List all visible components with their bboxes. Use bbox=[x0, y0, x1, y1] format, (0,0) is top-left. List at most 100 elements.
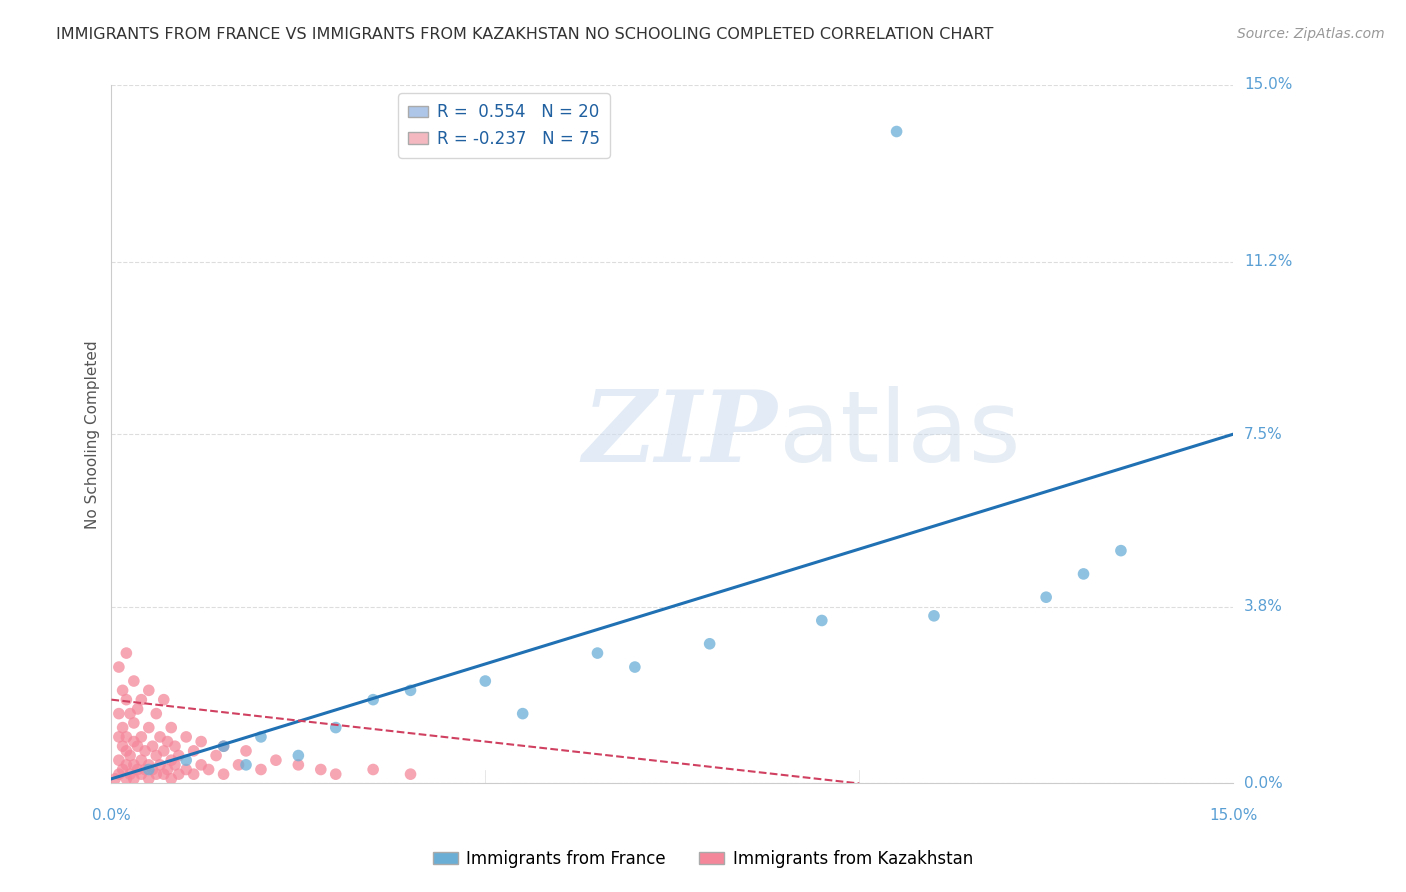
Point bbox=[287, 757, 309, 772]
Point bbox=[138, 763, 160, 777]
Point bbox=[156, 734, 179, 748]
Point bbox=[127, 763, 149, 777]
Point bbox=[127, 739, 149, 754]
Point bbox=[167, 767, 190, 781]
Point bbox=[111, 683, 134, 698]
Point bbox=[120, 706, 142, 721]
Point bbox=[145, 767, 167, 781]
Point bbox=[167, 748, 190, 763]
Point bbox=[624, 660, 647, 674]
Point bbox=[886, 124, 908, 138]
Point bbox=[399, 767, 422, 781]
Point bbox=[141, 763, 163, 777]
Text: atlas: atlas bbox=[779, 385, 1021, 483]
Point bbox=[131, 692, 153, 706]
Point bbox=[235, 757, 257, 772]
Point bbox=[399, 683, 422, 698]
Point bbox=[160, 753, 183, 767]
Point bbox=[183, 744, 205, 758]
Point bbox=[163, 739, 186, 754]
Point bbox=[131, 730, 153, 744]
Point bbox=[108, 767, 131, 781]
Point bbox=[212, 739, 235, 754]
Point bbox=[134, 763, 156, 777]
Point bbox=[156, 763, 179, 777]
Point bbox=[134, 744, 156, 758]
Point bbox=[309, 763, 332, 777]
Point bbox=[811, 614, 834, 628]
Point bbox=[250, 763, 273, 777]
Point bbox=[512, 706, 534, 721]
Point bbox=[228, 757, 250, 772]
Point bbox=[174, 753, 197, 767]
Point bbox=[127, 702, 149, 716]
Point bbox=[115, 772, 138, 786]
Point bbox=[586, 646, 609, 660]
Point bbox=[108, 730, 131, 744]
Point bbox=[111, 721, 134, 735]
Point bbox=[1035, 591, 1057, 605]
Point bbox=[131, 753, 153, 767]
Point bbox=[174, 763, 197, 777]
Text: 3.8%: 3.8% bbox=[1244, 599, 1284, 614]
Point bbox=[325, 721, 347, 735]
Point bbox=[115, 646, 138, 660]
Point bbox=[264, 753, 287, 767]
Point bbox=[183, 767, 205, 781]
Point bbox=[190, 734, 212, 748]
Point bbox=[235, 744, 257, 758]
Point bbox=[111, 763, 134, 777]
Point bbox=[122, 734, 145, 748]
Point bbox=[152, 744, 174, 758]
Point bbox=[108, 706, 131, 721]
Point bbox=[115, 692, 138, 706]
Point bbox=[205, 748, 228, 763]
Point bbox=[212, 767, 235, 781]
Point bbox=[131, 767, 153, 781]
Point bbox=[190, 757, 212, 772]
Point bbox=[145, 748, 167, 763]
Point bbox=[163, 757, 186, 772]
Point bbox=[122, 757, 145, 772]
Point bbox=[120, 748, 142, 763]
Point bbox=[120, 767, 142, 781]
Point bbox=[152, 767, 174, 781]
Point bbox=[149, 757, 172, 772]
Point bbox=[111, 739, 134, 754]
Point bbox=[699, 637, 721, 651]
Point bbox=[138, 683, 160, 698]
Text: 0.0%: 0.0% bbox=[1244, 776, 1282, 791]
Point bbox=[115, 744, 138, 758]
Point bbox=[115, 757, 138, 772]
Point bbox=[325, 767, 347, 781]
Point bbox=[138, 721, 160, 735]
Text: 15.0%: 15.0% bbox=[1244, 78, 1292, 93]
Point bbox=[138, 772, 160, 786]
Point bbox=[122, 772, 145, 786]
Text: IMMIGRANTS FROM FRANCE VS IMMIGRANTS FROM KAZAKHSTAN NO SCHOOLING COMPLETED CORR: IMMIGRANTS FROM FRANCE VS IMMIGRANTS FRO… bbox=[56, 27, 994, 42]
Point bbox=[138, 757, 160, 772]
Legend: Immigrants from France, Immigrants from Kazakhstan: Immigrants from France, Immigrants from … bbox=[426, 844, 980, 875]
Point bbox=[108, 660, 131, 674]
Text: 0.0%: 0.0% bbox=[91, 808, 131, 823]
Point bbox=[145, 706, 167, 721]
Point bbox=[104, 772, 127, 786]
Text: 11.2%: 11.2% bbox=[1244, 254, 1292, 269]
Point bbox=[287, 748, 309, 763]
Point bbox=[122, 673, 145, 688]
Point bbox=[149, 730, 172, 744]
Point bbox=[152, 692, 174, 706]
Point bbox=[141, 739, 163, 754]
Point bbox=[160, 772, 183, 786]
Point bbox=[250, 730, 273, 744]
Text: 15.0%: 15.0% bbox=[1209, 808, 1257, 823]
Point bbox=[474, 673, 496, 688]
Text: Source: ZipAtlas.com: Source: ZipAtlas.com bbox=[1237, 27, 1385, 41]
Point bbox=[361, 692, 384, 706]
Text: 7.5%: 7.5% bbox=[1244, 426, 1282, 442]
Y-axis label: No Schooling Completed: No Schooling Completed bbox=[86, 340, 100, 529]
Point bbox=[174, 730, 197, 744]
Point bbox=[1109, 543, 1132, 558]
Point bbox=[122, 715, 145, 730]
Point bbox=[361, 763, 384, 777]
